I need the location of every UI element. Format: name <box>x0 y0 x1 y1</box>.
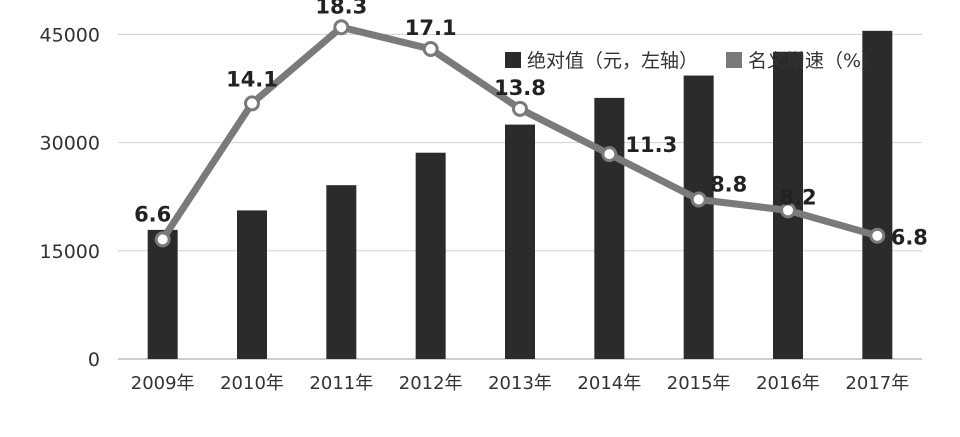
line-point <box>154 231 171 248</box>
bar <box>683 75 714 359</box>
line-point <box>422 41 439 58</box>
x-tick-label: 2015年 <box>667 373 731 394</box>
bar <box>862 30 893 359</box>
legend: 绝对值（元，左轴） 名义增速（%） <box>505 50 880 72</box>
x-tick-label: 2009年 <box>131 373 195 394</box>
line-point <box>512 100 528 117</box>
growth-data-label: 8.8 <box>710 172 747 196</box>
bar <box>415 152 446 359</box>
x-axis-ticks: 2009年 2010年 2011年 2012年 2013年 2014年 2015年 2016年… <box>131 373 909 394</box>
growth-data-label: 11.3 <box>625 133 677 157</box>
bar <box>237 210 267 359</box>
growth-data-label: 18.3 <box>315 0 367 18</box>
legend-label-bar: 绝对值（元，左轴） <box>527 50 698 72</box>
x-tick-label: 2010年 <box>220 373 284 394</box>
x-tick-label: 2011年 <box>309 373 373 394</box>
bar <box>505 124 535 359</box>
growth-data-label: 13.8 <box>494 76 546 100</box>
legend-swatch-line <box>726 52 742 68</box>
x-tick-label: 2017年 <box>845 373 909 394</box>
x-tick-label: 2014年 <box>577 373 641 394</box>
y-tick-label: 45000 <box>40 24 100 46</box>
growth-data-label: 8.2 <box>779 185 816 209</box>
line-point <box>780 202 796 219</box>
line-point <box>244 95 260 112</box>
data-labels: 6.6 14.1 18.3 17.1 13.8 11.3 8.8 8.2 6.8 <box>134 0 928 250</box>
y-tick-label: 0 <box>88 349 100 371</box>
bar-series <box>147 30 893 359</box>
line-point <box>601 146 618 163</box>
legend-label-line: 名义增速（%） <box>748 50 880 72</box>
line-point <box>333 19 350 36</box>
line-point <box>690 191 707 208</box>
growth-data-label: 6.6 <box>134 202 171 226</box>
growth-data-label: 14.1 <box>226 67 278 91</box>
bar <box>594 97 625 359</box>
y-tick-label: 30000 <box>40 133 100 155</box>
legend-swatch-bar <box>505 52 521 68</box>
growth-line-series <box>154 19 886 248</box>
bar <box>326 185 357 359</box>
y-tick-label: 15000 <box>40 241 100 263</box>
y-axis-ticks: 0 15000 30000 45000 <box>40 24 100 371</box>
bar <box>147 229 178 359</box>
line-point <box>869 227 886 244</box>
x-tick-label: 2016年 <box>756 373 820 394</box>
x-tick-label: 2013年 <box>488 373 552 394</box>
x-tick-label: 2012年 <box>399 373 463 394</box>
growth-data-label: 17.1 <box>405 16 457 40</box>
growth-data-label: 6.8 <box>891 226 928 250</box>
